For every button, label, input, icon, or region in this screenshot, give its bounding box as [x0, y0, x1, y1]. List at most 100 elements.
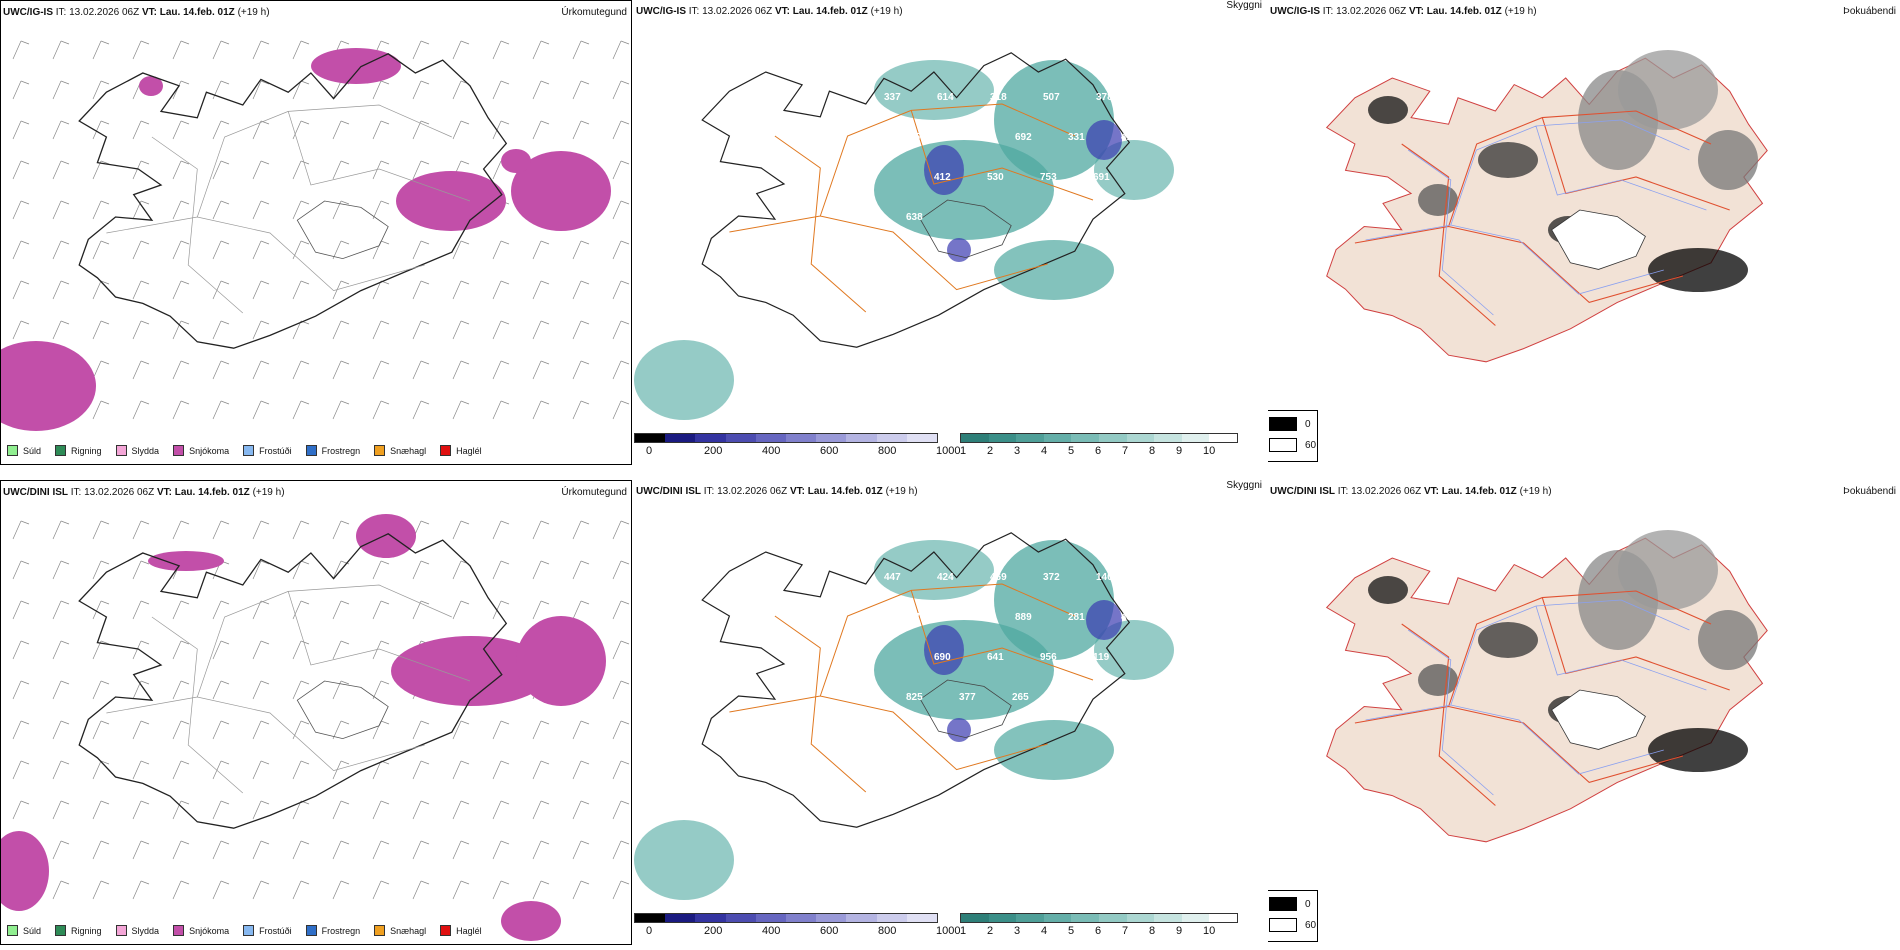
- vis-tick: 5: [1068, 925, 1075, 937]
- height-tick: 200: [704, 925, 723, 937]
- wind-barb: [332, 600, 350, 620]
- scale-bars: 0 200 400 600 800 1000 1 2 3 4 5 6 7 8 9 10: [634, 913, 1266, 943]
- legend-label: Rigning: [71, 925, 102, 936]
- visibility-colorbar: [960, 913, 1238, 923]
- vt-label: VT:: [156, 487, 172, 498]
- vis-tick: 1: [960, 925, 967, 937]
- legend-swatch: [7, 925, 18, 936]
- glacier-outline: [1551, 689, 1646, 750]
- wind-barbs: [12, 40, 630, 420]
- wind-barb: [172, 120, 190, 140]
- shaded-area: [1418, 184, 1458, 216]
- wind-barb: [212, 680, 230, 700]
- wind-barb: [12, 160, 30, 180]
- shaded-area: [501, 901, 561, 941]
- cloud-base-labels: 447 424 469 372 140 370 228 889 281 451 690 641 956 1…: [884, 572, 1138, 703]
- vt-label: VT:: [141, 7, 157, 18]
- wind-barb: [132, 800, 150, 820]
- wind-barb: [172, 600, 190, 620]
- glacier-outline: [296, 200, 389, 260]
- shaded-area: [1086, 120, 1122, 160]
- colorbar-segment: [1209, 914, 1237, 922]
- road-lines: [106, 584, 471, 794]
- legend-item: Slydda: [115, 925, 159, 936]
- wind-barb: [172, 200, 190, 220]
- colorbar-segment: [695, 914, 726, 922]
- legend-label: Snæhagl: [390, 445, 427, 456]
- colorbar-segment: [906, 434, 938, 442]
- cloud-base-label: 281: [1068, 612, 1085, 623]
- wind-barb: [612, 880, 630, 900]
- wind-barb: [292, 600, 310, 620]
- wind-barb: [412, 720, 430, 740]
- wind-barb: [332, 720, 350, 740]
- legend-item: Rigning: [55, 925, 102, 936]
- wind-barb: [92, 120, 110, 140]
- wind-barb: [412, 800, 430, 820]
- colorbar-segment: [1098, 914, 1127, 922]
- shaded-area: [924, 145, 964, 195]
- wind-barb: [12, 560, 30, 580]
- wind-barb: [452, 800, 470, 820]
- wind-barb: [252, 400, 270, 420]
- wind-barb: [612, 160, 630, 180]
- legend-item: Snjókoma: [173, 925, 229, 936]
- wind-barb: [372, 800, 390, 820]
- legend-item: Snæhagl: [374, 925, 426, 936]
- height-tick: 200: [704, 445, 723, 457]
- cloud-base-label: 331: [1068, 132, 1085, 143]
- fog-key-row: 0: [1269, 897, 1311, 911]
- wind-barb: [132, 320, 150, 340]
- height-tick: 1000: [936, 925, 961, 937]
- wind-barb: [532, 360, 550, 380]
- colorbar-segment: [816, 434, 847, 442]
- wind-barb: [292, 760, 310, 780]
- wind-barb: [492, 400, 510, 420]
- wind-barb: [572, 320, 590, 340]
- vis-tick: 4: [1041, 445, 1048, 457]
- wind-barb: [92, 760, 110, 780]
- cloud-base-label: 825: [906, 692, 923, 703]
- wind-barb: [412, 240, 430, 260]
- wind-barb: [12, 760, 30, 780]
- fog-map: [1325, 530, 1768, 843]
- wind-barb: [92, 200, 110, 220]
- wind-barb: [612, 200, 630, 220]
- wind-barb: [132, 720, 150, 740]
- legend-swatch: [55, 925, 67, 936]
- wind-barb: [292, 400, 310, 420]
- it-label: IT:: [1322, 6, 1334, 17]
- panel-header: UWC/DINI ISL IT: 13.02.2026 06Z VT: Lau.…: [3, 487, 285, 498]
- wind-barb: [372, 720, 390, 740]
- fog-key-swatch: [1269, 438, 1297, 452]
- wind-barb: [52, 680, 70, 700]
- wind-barb: [252, 200, 270, 220]
- shaded-area: [1618, 530, 1718, 610]
- vis-tick: 7: [1122, 925, 1129, 937]
- vis-tick: 7: [1122, 445, 1129, 457]
- wind-barb: [572, 760, 590, 780]
- model-name: UWC/DINI ISL: [3, 487, 68, 498]
- wind-barb: [172, 840, 190, 860]
- wind-barb: [532, 400, 550, 420]
- wind-barb: [452, 400, 470, 420]
- wind-barb: [92, 280, 110, 300]
- wind-barb: [572, 40, 590, 60]
- wind-barb: [252, 720, 270, 740]
- model-name: UWC/DINI ISL: [636, 486, 701, 497]
- wind-barb: [572, 600, 590, 620]
- colorbar-segment: [725, 434, 756, 442]
- wind-barb: [572, 840, 590, 860]
- road-lines: [1354, 590, 1730, 806]
- colorbar-segment: [1154, 914, 1182, 922]
- wind-barb: [572, 360, 590, 380]
- wind-barb: [172, 720, 190, 740]
- fog-map: [1325, 50, 1768, 363]
- shaded-area: [634, 340, 734, 420]
- wind-barb: [412, 760, 430, 780]
- legend-label: Snjókoma: [189, 925, 230, 936]
- visibility-map: 447 424 469 372 140 370 228 889 281 451 690 641 956 1…: [634, 532, 1174, 900]
- wind-barb: [92, 240, 110, 260]
- wind-barb: [52, 560, 70, 580]
- wind-barb: [492, 40, 510, 60]
